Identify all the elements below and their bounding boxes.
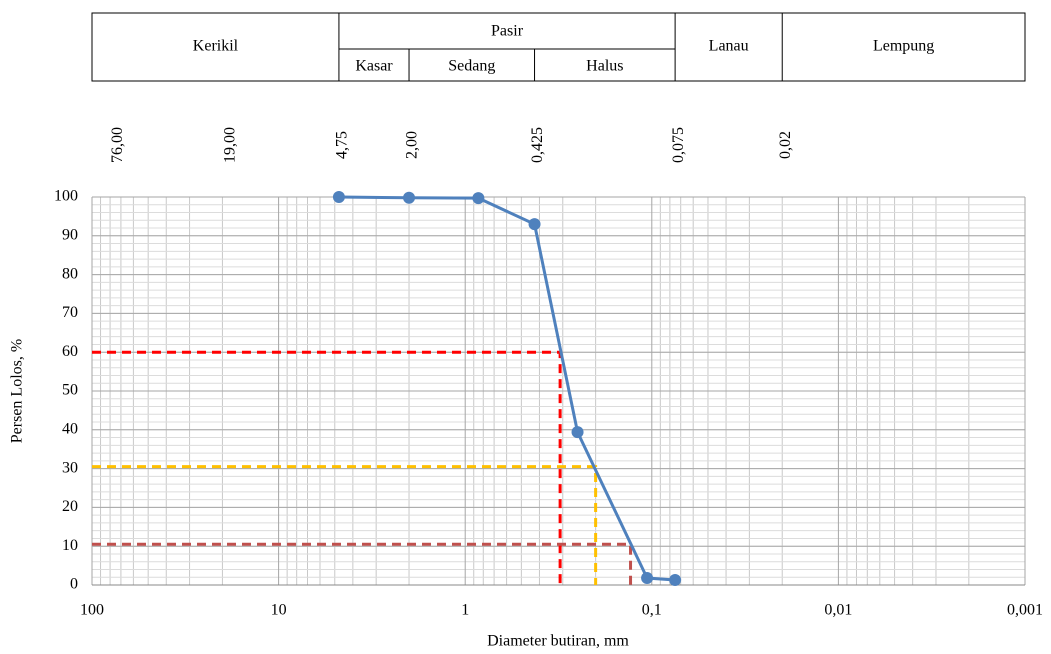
- y-tick-label: 60: [62, 343, 78, 360]
- sieve-label: 4,75: [334, 131, 351, 159]
- class-table: [91, 12, 1026, 82]
- x-tick-label: 10: [271, 602, 287, 619]
- data-point: [332, 191, 345, 203]
- data-point: [641, 572, 654, 585]
- reference-line: [92, 542, 633, 585]
- data-point: [403, 191, 416, 204]
- class-sand: Pasir: [491, 23, 524, 40]
- y-tick-label: 90: [62, 226, 78, 243]
- y-tick-label: 10: [62, 537, 78, 554]
- class-fine: Halus: [586, 58, 623, 75]
- sieve-label: 0,075: [670, 127, 687, 163]
- class-gravel: Kerikil: [193, 38, 239, 55]
- y-tick-label: 20: [62, 498, 78, 515]
- x-tick-label: 100: [80, 602, 104, 619]
- x-axis-label: Diameter butiran, mm: [487, 633, 629, 650]
- sieve-label: 19,00: [221, 127, 238, 163]
- data-point: [528, 218, 541, 231]
- x-tick-label: 0,001: [1007, 602, 1043, 619]
- sieve-label: 76,00: [109, 127, 126, 163]
- x-tick-label: 0,1: [642, 602, 662, 619]
- y-axis-label: Persen Lolos, %: [9, 339, 26, 443]
- data-point: [571, 426, 584, 439]
- class-silt: Lanau: [709, 38, 749, 55]
- y-tick-label: 40: [62, 420, 78, 437]
- y-tick-label: 70: [62, 304, 78, 321]
- y-tick-label: 30: [62, 459, 78, 476]
- x-tick-label: 0,01: [824, 602, 852, 619]
- y-tick-label: 50: [62, 382, 78, 399]
- y-tick-label: 0: [70, 576, 78, 593]
- sieve-label: 2,00: [404, 131, 421, 159]
- data-point: [669, 573, 682, 586]
- y-tick-label: 80: [62, 265, 78, 282]
- class-medium: Sedang: [448, 58, 495, 75]
- class-coarse: Kasar: [355, 58, 393, 75]
- class-clay: Lempung: [873, 38, 934, 55]
- y-tick-label: 100: [54, 188, 78, 205]
- sieve-label: 0,425: [529, 127, 546, 163]
- x-tick-label: 1: [461, 602, 469, 619]
- data-point: [472, 192, 485, 205]
- sieve-label: 0,02: [777, 131, 794, 159]
